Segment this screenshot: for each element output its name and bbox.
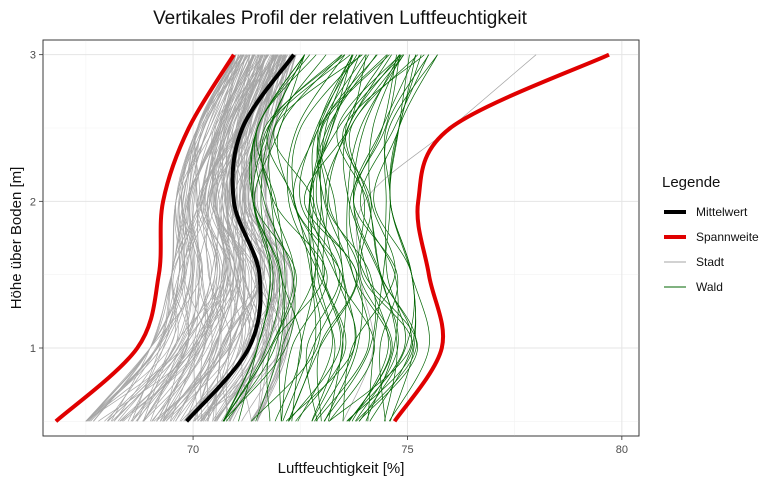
wald-line <box>367 54 430 422</box>
wald-line <box>353 54 398 422</box>
wald-line <box>260 54 351 422</box>
wald-line <box>286 54 347 422</box>
stadt-line <box>238 54 292 422</box>
wald-line <box>346 54 405 422</box>
wald-line <box>282 54 369 422</box>
y-axis-title: Höhe über Boden [m] <box>8 167 25 310</box>
legend-title: Legende <box>662 174 720 191</box>
stadt-line <box>180 54 275 422</box>
wald-line <box>344 54 393 422</box>
wald-line <box>310 54 387 422</box>
stadt-line <box>111 54 260 422</box>
spannweite-line <box>392 52 610 423</box>
stadt-line <box>98 54 250 422</box>
y-tick-label: 2 <box>30 196 36 208</box>
stadt-line <box>153 54 274 422</box>
x-tick-label: 80 <box>616 444 628 456</box>
wald-line <box>315 54 378 422</box>
wald-line <box>251 54 342 422</box>
stadt-line <box>254 54 297 422</box>
wald-line <box>222 54 305 422</box>
stadt-line <box>156 54 276 422</box>
wald-line <box>309 54 375 422</box>
stadt-lines <box>85 54 537 422</box>
stadt-line <box>107 54 244 422</box>
wald-line <box>238 54 305 422</box>
summary-lines <box>54 52 610 423</box>
stadt-line <box>121 54 268 422</box>
chart-title: Vertikales Profil der relativen Luftfeuc… <box>153 8 528 29</box>
legend-label: Mittelwert <box>696 205 748 219</box>
mittelwert-line <box>185 53 296 423</box>
stadt-line <box>151 54 262 422</box>
stadt-line <box>215 54 282 422</box>
stadt-line <box>113 54 245 422</box>
y-tick-label: 1 <box>30 343 36 355</box>
wald-line <box>328 54 412 422</box>
stadt-line <box>175 54 267 422</box>
spannweite-line <box>54 53 236 423</box>
wald-lines <box>222 54 438 422</box>
stadt-line <box>142 54 246 422</box>
wald-line <box>336 54 401 422</box>
wald-line <box>369 54 438 422</box>
stadt-line <box>207 54 284 422</box>
wald-line <box>351 54 400 422</box>
wald-line <box>342 54 425 422</box>
wald-line <box>314 54 390 422</box>
wald-line <box>288 54 353 422</box>
wald-line <box>323 54 405 422</box>
stadt-line <box>165 54 254 422</box>
x-axis-title: Luftfeuchtigkeit [%] <box>278 460 405 477</box>
wald-line <box>293 54 353 422</box>
wald-line <box>310 54 403 422</box>
wald-line <box>285 54 357 422</box>
stadt-line <box>136 54 247 422</box>
wald-line <box>273 54 363 422</box>
wald-line <box>359 54 429 422</box>
wald-line <box>297 54 366 422</box>
axis-ticks: 70 75 80 1 2 3 <box>30 50 628 456</box>
legend-label: Spannweite <box>696 230 759 244</box>
stadt-line <box>137 54 248 422</box>
stadt-line <box>257 54 284 422</box>
stadt-line <box>226 54 279 422</box>
stadt-line <box>143 54 244 422</box>
legend-label: Stadt <box>696 255 725 269</box>
wald-line <box>353 54 417 422</box>
wald-line <box>259 54 345 422</box>
stadt-line <box>248 54 294 422</box>
wald-line <box>347 54 438 422</box>
stadt-line <box>214 54 276 422</box>
plot-border <box>42 39 640 437</box>
stadt-line <box>117 54 237 422</box>
stadt-line <box>85 54 249 422</box>
stadt-line <box>200 54 276 422</box>
wald-line <box>348 54 418 422</box>
stadt-line <box>123 54 251 422</box>
legend-label: Wald <box>696 280 723 294</box>
stadt-line <box>85 54 237 422</box>
stadt-line <box>127 54 251 422</box>
stadt-line <box>113 54 240 422</box>
x-tick-label: 70 <box>187 444 199 456</box>
stadt-line <box>85 54 237 422</box>
wald-line <box>291 54 377 422</box>
stadt-line <box>160 54 259 422</box>
legend: Mittelwert Spannweite Stadt Wald <box>664 205 759 294</box>
stadt-line <box>165 54 278 422</box>
y-tick-label: 3 <box>30 50 36 62</box>
wald-line <box>342 54 402 422</box>
stadt-line <box>222 54 294 422</box>
wald-line <box>304 54 367 422</box>
stadt-line <box>85 54 242 422</box>
wald-line <box>288 54 353 422</box>
x-tick-label: 75 <box>401 444 413 456</box>
stadt-line <box>88 54 237 422</box>
stadt-line <box>162 54 268 422</box>
